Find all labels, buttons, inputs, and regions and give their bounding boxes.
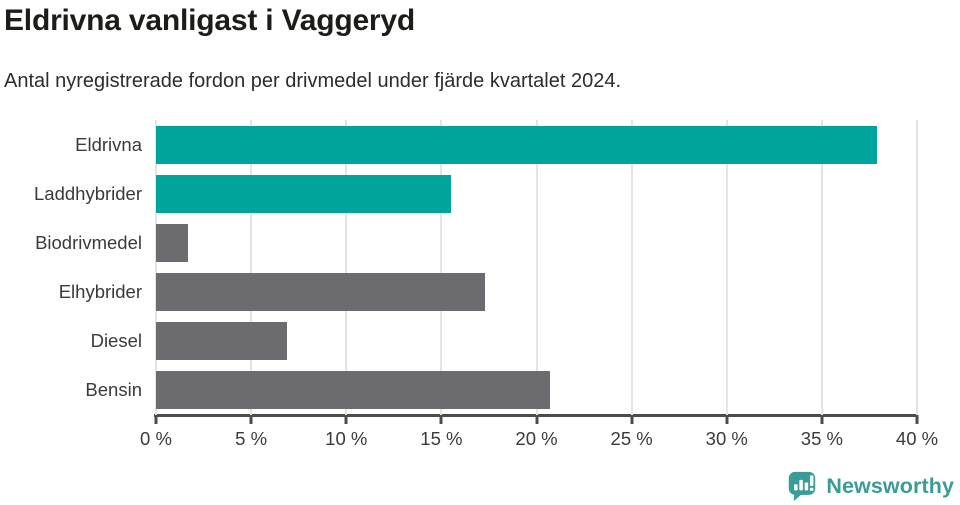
- gridline: [250, 120, 253, 415]
- bar-eldrivna: [156, 125, 878, 164]
- bar-diesel: [156, 322, 288, 361]
- x-axis-tick: [249, 415, 253, 424]
- x-axis-tick: [439, 415, 443, 424]
- x-axis-tick: [344, 415, 348, 424]
- gridline: [440, 120, 443, 415]
- x-axis-tick-label: 30 %: [705, 428, 748, 449]
- x-axis-tick-label: 20 %: [515, 428, 558, 449]
- x-axis-tick-label: 0 %: [140, 428, 172, 449]
- page-subtitle: Antal nyregistrerade fordon per drivmede…: [4, 70, 622, 92]
- newsworthy-logo[interactable]: Newsworthy: [787, 470, 954, 502]
- category-label: Elhybrider: [58, 281, 142, 303]
- bar-biodrivmedel: [156, 223, 189, 262]
- category-label: Biodrivmedel: [35, 231, 142, 253]
- x-axis-tick-label: 40 %: [895, 428, 939, 449]
- newsworthy-logo-text: Newsworthy: [826, 473, 954, 498]
- x-axis-tick: [820, 415, 824, 424]
- gridline: [630, 120, 633, 415]
- gridline: [155, 120, 157, 415]
- bar-laddhybrider: [156, 174, 451, 213]
- x-axis-tick-label: 10 %: [325, 428, 368, 449]
- bar-bensin: [156, 371, 550, 410]
- category-label: Bensin: [85, 379, 142, 401]
- x-axis-tick-label: 35 %: [800, 428, 843, 449]
- gridline: [535, 120, 538, 415]
- x-axis-tick-label: 25 %: [610, 428, 653, 449]
- x-axis-tick: [915, 415, 919, 424]
- category-label: Eldrivna: [75, 133, 142, 155]
- x-axis-tick-label: 5 %: [235, 428, 268, 449]
- x-axis-tick: [535, 415, 538, 424]
- gridline: [725, 120, 728, 415]
- category-label: Laddhybrider: [34, 182, 142, 204]
- bar-chart-plot-area: 0 % 5 % 10 % 15 % 20 % 25 % 30 % 35 % 40 %: [140, 120, 938, 449]
- newsworthy-speech-bubble-chart-icon: [789, 471, 816, 501]
- category-label: Diesel: [90, 330, 142, 352]
- x-axis-tick: [725, 415, 729, 424]
- page-title: Eldrivna vanligast i Vaggeryd: [4, 4, 416, 37]
- x-axis-tick-label: 15 %: [420, 428, 463, 449]
- x-axis-tick: [630, 415, 634, 424]
- bar-elhybrider: [156, 273, 486, 312]
- x-axis-tick: [154, 415, 158, 424]
- gridline: [345, 120, 348, 415]
- gridline: [916, 120, 918, 415]
- category-axis: Eldrivna Laddhybrider Biodrivmedel Elhybrid…: [0, 120, 148, 415]
- gridline: [820, 120, 823, 415]
